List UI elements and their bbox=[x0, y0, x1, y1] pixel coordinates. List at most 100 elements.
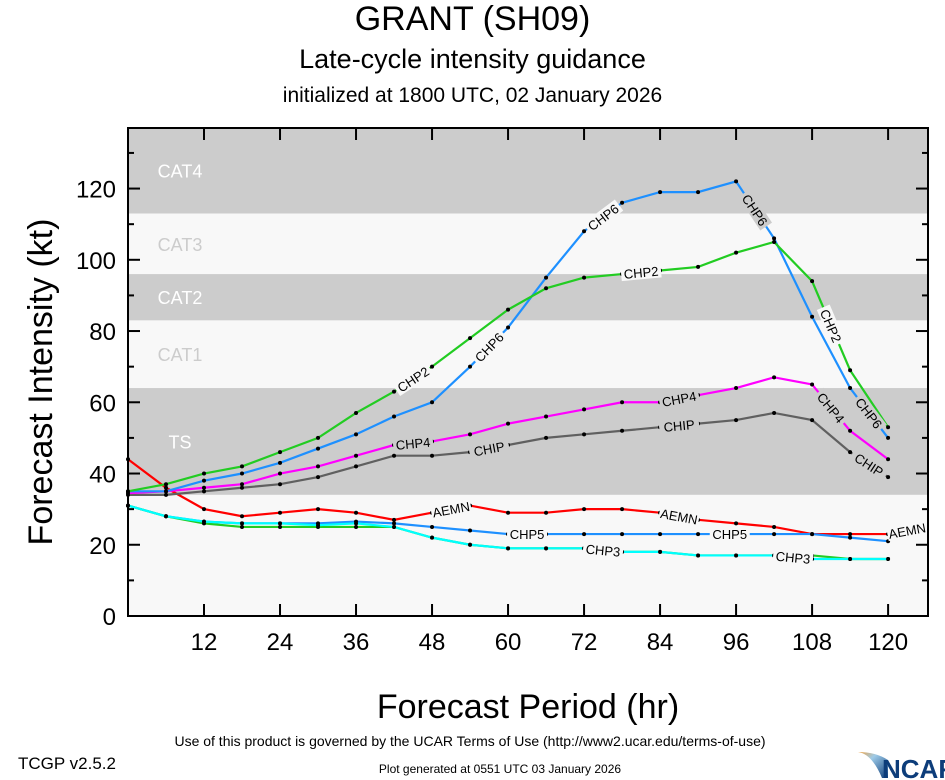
data-point bbox=[430, 453, 435, 458]
data-point bbox=[468, 432, 473, 437]
svg-text:NCAR: NCAR bbox=[882, 754, 945, 780]
data-point bbox=[658, 190, 663, 195]
data-point bbox=[164, 485, 169, 490]
data-point bbox=[582, 407, 587, 412]
series-label-group: CHP3 bbox=[582, 541, 624, 560]
data-point bbox=[202, 478, 207, 483]
data-point bbox=[810, 314, 815, 319]
series-label-group: CHP3 bbox=[772, 548, 814, 567]
series-label-group: AEMN bbox=[886, 519, 929, 542]
data-point bbox=[544, 510, 549, 515]
y-axis-label: Forecast Intensity (kt) bbox=[22, 219, 60, 546]
data-point bbox=[392, 414, 397, 419]
data-point bbox=[582, 432, 587, 437]
data-point bbox=[696, 553, 701, 558]
data-point bbox=[544, 546, 549, 551]
label-background bbox=[470, 327, 508, 367]
data-point bbox=[164, 492, 169, 497]
data-point bbox=[392, 524, 397, 529]
data-point bbox=[278, 450, 283, 455]
series-label: CHP5 bbox=[510, 527, 545, 542]
series-label: AEMN bbox=[887, 520, 927, 542]
data-point bbox=[240, 464, 245, 469]
data-point bbox=[468, 364, 473, 369]
data-point bbox=[354, 464, 359, 469]
label-background bbox=[507, 527, 548, 542]
label-background bbox=[738, 189, 772, 231]
version-label: TCGP v2.5.2 bbox=[18, 754, 116, 773]
label-background bbox=[658, 505, 701, 527]
series-label: CHIP bbox=[472, 439, 505, 459]
series-label-group: CHP2 bbox=[620, 263, 662, 282]
band-label: CAT4 bbox=[158, 162, 203, 182]
data-point bbox=[810, 382, 815, 387]
data-point bbox=[734, 386, 739, 391]
data-point bbox=[544, 414, 549, 419]
series-label: CHP4 bbox=[395, 435, 431, 453]
band-cat4 bbox=[128, 128, 928, 214]
series-label-group: CHP4 bbox=[658, 388, 701, 410]
data-point bbox=[278, 521, 283, 526]
y-tick-label: 120 bbox=[76, 177, 116, 204]
x-tick-label: 120 bbox=[868, 629, 908, 656]
data-point bbox=[316, 523, 321, 528]
data-point bbox=[354, 410, 359, 415]
data-point bbox=[202, 489, 207, 494]
label-background bbox=[658, 388, 701, 410]
x-tick-label: 72 bbox=[571, 629, 598, 656]
data-point bbox=[772, 236, 777, 241]
x-tick-label: 36 bbox=[343, 629, 370, 656]
series-label: CHP3 bbox=[775, 549, 811, 567]
data-point bbox=[620, 507, 625, 512]
data-point bbox=[392, 453, 397, 458]
data-point bbox=[202, 519, 207, 524]
data-point bbox=[316, 507, 321, 512]
data-point bbox=[734, 553, 739, 558]
band-cat1 bbox=[128, 320, 928, 389]
data-point bbox=[886, 475, 891, 480]
data-point bbox=[810, 532, 815, 537]
data-point bbox=[278, 460, 283, 465]
data-point bbox=[392, 521, 397, 526]
data-point bbox=[886, 457, 891, 462]
label-background bbox=[582, 199, 624, 235]
series-label-group: AEMN bbox=[658, 505, 701, 528]
x-tick-label: 60 bbox=[495, 629, 522, 656]
data-point bbox=[848, 532, 853, 537]
data-point bbox=[164, 482, 169, 487]
series-label-group: AEMN bbox=[430, 498, 472, 520]
data-point bbox=[392, 517, 397, 522]
data-point bbox=[772, 410, 777, 415]
data-point bbox=[544, 435, 549, 440]
data-point bbox=[658, 549, 663, 554]
data-point bbox=[506, 325, 511, 330]
label-background bbox=[848, 447, 890, 482]
x-tick-label: 108 bbox=[792, 629, 832, 656]
series-label-group: CHP5 bbox=[709, 527, 750, 542]
series-label: CHIP bbox=[663, 417, 695, 435]
data-point bbox=[734, 521, 739, 526]
data-point bbox=[506, 421, 511, 426]
series-label-group: CHIP bbox=[658, 416, 700, 435]
data-point bbox=[240, 521, 245, 526]
data-point bbox=[316, 446, 321, 451]
data-point bbox=[164, 489, 169, 494]
data-point bbox=[544, 275, 549, 280]
data-point bbox=[620, 428, 625, 433]
data-point bbox=[696, 532, 701, 537]
x-tick-label: 24 bbox=[267, 629, 294, 656]
data-point bbox=[848, 386, 853, 391]
data-point bbox=[886, 425, 891, 430]
band-cat3 bbox=[128, 213, 928, 275]
series-label-group: CHIP bbox=[468, 438, 510, 459]
plot-frame bbox=[127, 127, 929, 617]
y-tick-label: 20 bbox=[89, 533, 116, 560]
label-background bbox=[392, 434, 434, 453]
ncar-logo: NCAR bbox=[858, 752, 945, 780]
data-point bbox=[810, 418, 815, 423]
init-time: initialized at 1800 UTC, 02 January 2026 bbox=[282, 84, 663, 107]
label-background bbox=[658, 416, 700, 435]
data-point bbox=[354, 453, 359, 458]
label-background bbox=[816, 304, 846, 347]
